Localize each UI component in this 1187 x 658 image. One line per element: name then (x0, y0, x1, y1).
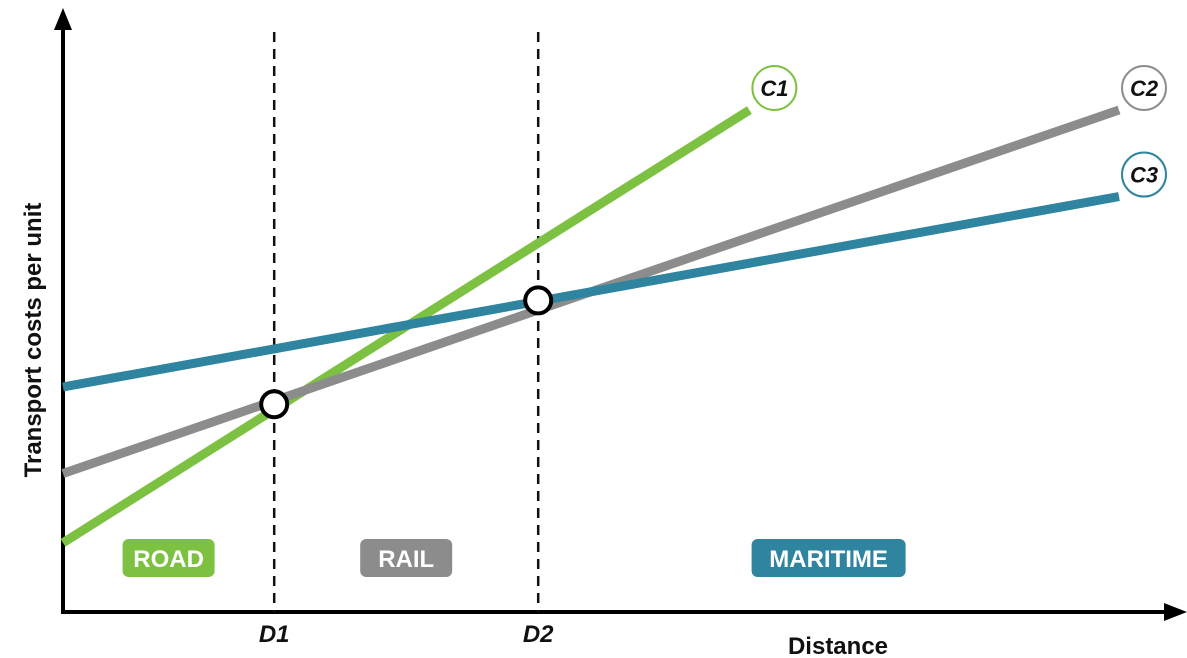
series-label-badge-c3 (1121, 151, 1167, 198)
region-pill-road (122, 539, 215, 577)
tick-label-d2: D2 (523, 621, 554, 648)
distance-dividers (272, 32, 540, 612)
x-axis-title: Distance (788, 633, 888, 658)
region-label-road: ROAD (133, 546, 204, 573)
series-label-c2: C2 (1130, 76, 1159, 101)
series-label-badge-c1 (751, 65, 798, 112)
region-pill-maritime (751, 539, 906, 577)
y-axis-arrow-icon (54, 8, 72, 30)
x-axis-arrow-icon (1164, 603, 1187, 621)
region-label-rail: RAIL (378, 546, 434, 573)
series-line-c3 (62, 192, 1120, 392)
mode-region-labels: ROAD RAIL MARITIME (122, 539, 906, 577)
intersection-marker-1 (259, 389, 290, 420)
x-tick-labels: D1 D2 (259, 621, 554, 648)
tick-label-d1: D1 (259, 621, 290, 648)
region-label-maritime: MARITIME (769, 546, 888, 573)
cost-lines: C1 C2 C3 (60, 65, 1167, 547)
y-axis-title: Transport costs per unit (20, 203, 47, 478)
series-label-c1: C1 (760, 76, 788, 101)
series-label-c3: C3 (1130, 163, 1158, 188)
series-label-badge-c2 (1121, 65, 1167, 112)
intersection-markers (259, 285, 554, 420)
region-pill-rail (360, 539, 453, 577)
intersection-marker-2 (523, 285, 554, 316)
